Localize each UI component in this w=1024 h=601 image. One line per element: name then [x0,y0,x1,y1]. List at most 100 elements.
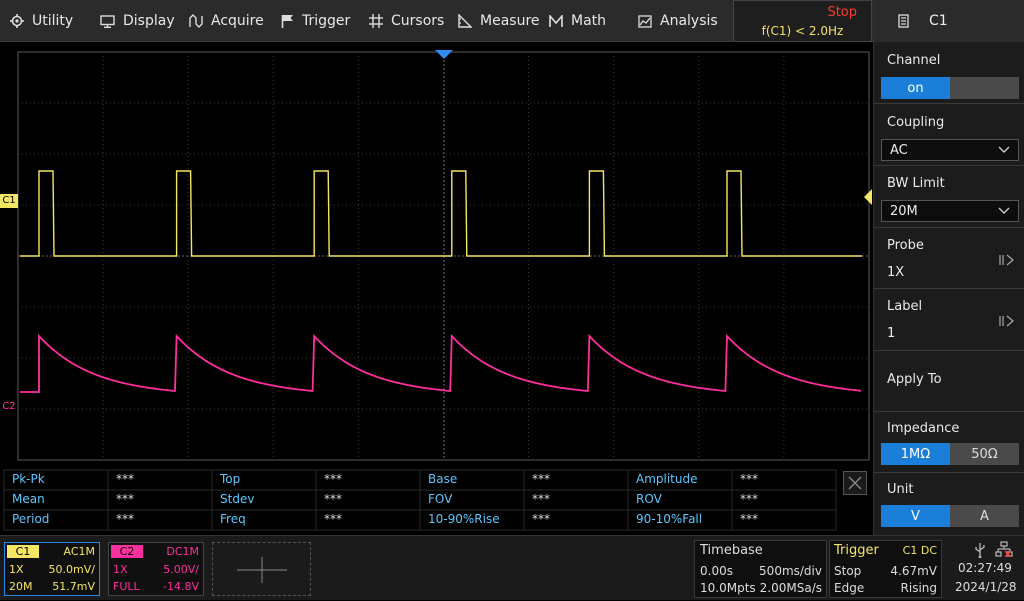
measurement-value: *** [740,512,758,526]
menu-trigger-label: Trigger [302,13,351,29]
measurement-name: Base [428,472,458,486]
timebase-panel[interactable]: Timebase 0.00s 500ms/div 10.0Mpts 2.00MS… [694,540,827,598]
plus-icon [237,557,287,583]
measurement-value: *** [116,472,134,486]
adjust-arrow-icon [999,254,1014,266]
apply-to-section[interactable]: Apply To [874,351,1024,412]
channel-off-option[interactable] [950,77,1019,99]
measurement-name: Top [220,472,241,486]
bw-limit-select[interactable]: 20M [881,200,1019,222]
channel-settings-panel: C1 Channel on Coupling AC BW Limit 20M P… [873,0,1024,535]
menu-display[interactable]: Display [100,0,175,42]
probe-section[interactable]: Probe 1X [874,228,1024,289]
channel-toggle[interactable]: on [881,77,1019,99]
measurement-value: *** [740,472,758,486]
menu-cursors-label: Cursors [391,13,445,29]
menu-acquire-label: Acquire [211,13,264,29]
menu-analysis[interactable]: Analysis [638,0,718,42]
ch1-offset: 51.7mV [52,580,95,593]
waveform-grid [17,50,872,461]
menu-analysis-label: Analysis [660,13,718,29]
trigger-position-marker[interactable] [435,50,453,59]
clock-date: 2024/1/28 [955,580,1017,594]
menu-utility[interactable]: Utility [10,0,73,42]
channel-section: Channel on [874,42,1024,104]
probe-label: Probe [887,238,924,253]
measurement-value: *** [532,492,550,506]
cursor-crosshair-icon [369,14,383,28]
unit-volt-option[interactable]: V [881,505,950,527]
measurement-name: ROV [636,492,662,506]
measurement-value: *** [324,472,342,486]
timebase-points: 10.0Mpts [700,581,756,595]
bottom-status-bar: C1 AC1M 1X 50.0mV/ 20M 51.7mV C2 DC1M 1X… [0,535,1024,600]
ch2-offset: -14.8V [163,580,199,593]
ch2-info-box[interactable]: C2 DC1M 1X 5.00V/ FULL -14.8V [108,542,204,596]
unit-toggle[interactable]: V A [881,505,1019,527]
menu-acquire[interactable]: Acquire [189,0,264,42]
ch2-tag: C2 [111,545,143,558]
measurement-name: Stdev [220,492,255,506]
c2-level-marker[interactable]: C2 [0,400,18,414]
measurement-value: *** [532,512,550,526]
timebase-delay: 0.00s [700,564,733,578]
ch1-tag: C1 [7,545,39,558]
menu-math[interactable]: Math [549,0,606,42]
channel-label: Channel [887,53,941,68]
monitor-icon [100,14,115,28]
menu-cursors[interactable]: Cursors [369,0,444,42]
measurement-name: FOV [428,492,453,506]
flag-icon [281,15,293,28]
ch2-coupling: DC1M [166,545,199,558]
c1-level-marker[interactable]: C1 [0,194,18,208]
ch1-coupling: AC1M [63,545,95,558]
menu-display-label: Display [123,13,175,29]
acquire-icon [189,14,203,28]
menu-trigger[interactable]: Trigger [281,0,350,42]
close-icon [848,476,862,490]
measurement-name: 90-10%Fall [636,512,703,526]
trigger-level-marker[interactable] [864,189,872,205]
add-channel-button[interactable] [212,542,311,596]
chevron-down-icon [998,146,1010,153]
panel-title: C1 [929,13,948,29]
unit-label: Unit [887,482,914,497]
menu-measure[interactable]: Measure [458,0,540,42]
ch1-square-waveform [20,170,862,257]
usb-icon [975,543,985,558]
unit-amp-option[interactable]: A [950,505,1019,527]
coupling-select[interactable]: AC [881,139,1019,161]
impedance-label: Impedance [887,421,960,436]
impedance-50-option[interactable]: 50Ω [950,443,1019,465]
adjust-arrow-icon [999,315,1014,327]
trigger-mode: Stop [834,564,862,578]
measurement-value: *** [116,492,134,506]
measurement-name: Mean [12,492,45,506]
measurement-value: *** [116,512,134,526]
trigger-panel[interactable]: Trigger C1 DC Stop 4.67mV Edge Rising [829,540,942,598]
timebase-scale: 500ms/div [759,564,822,578]
channel-on-option[interactable]: on [881,77,950,99]
math-m-icon [549,14,563,27]
measurement-table[interactable]: Pk-Pk *** Top *** Base *** Amplitude *** Mean ***… [0,466,873,535]
document-list-icon [898,14,909,28]
run-state-text: Stop [827,5,857,20]
ch1-info-box[interactable]: C1 AC1M 1X 50.0mV/ 20M 51.7mV [4,542,100,596]
measurement-name: 10-90%Rise [428,512,500,526]
chevron-down-icon [998,207,1010,214]
gear-icon [10,14,24,28]
ch2-scale: 5.00V/ [163,563,199,576]
acquisition-status[interactable]: Stop f(C1) < 2.0Hz [733,0,872,42]
measurement-name: Pk-Pk [12,472,45,486]
ch1-bw: 20M [9,580,33,593]
label-section[interactable]: Label 1 [874,289,1024,351]
impedance-toggle[interactable]: 1MΩ 50Ω [881,443,1019,465]
menu-bar: Utility Display Acquire Trigger Cursors … [0,0,873,42]
impedance-1m-option[interactable]: 1MΩ [881,443,950,465]
coupling-value: AC [890,142,908,158]
measurement-close-button[interactable] [843,471,867,495]
waveform-display[interactable]: C1 C2 [0,42,873,466]
bw-limit-section: BW Limit 20M [874,166,1024,228]
trigger-slope: Rising [900,581,937,595]
unit-section: Unit V A [874,473,1024,535]
